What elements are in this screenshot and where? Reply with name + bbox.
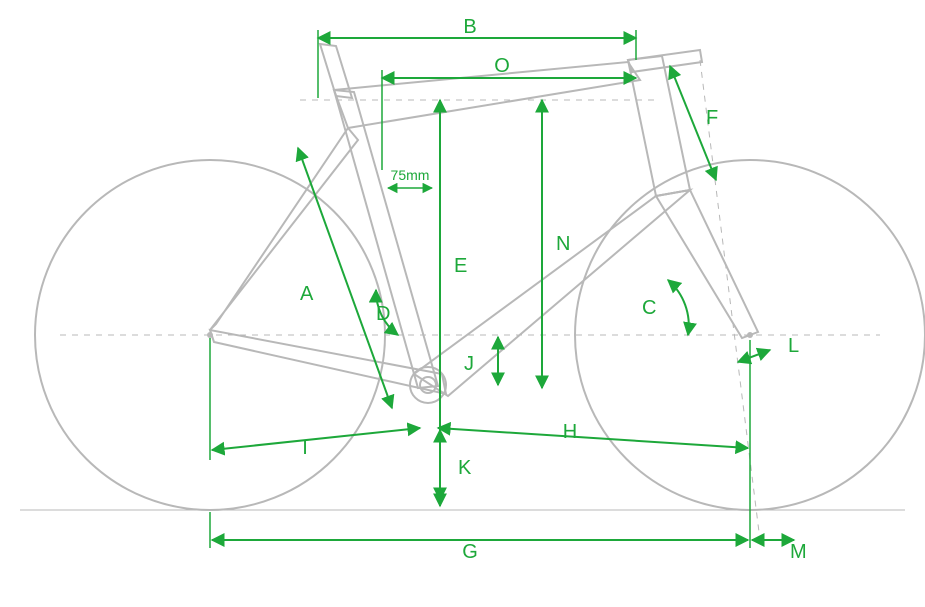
label-J: J	[464, 353, 474, 375]
label-M: M	[790, 541, 807, 563]
label-E: E	[454, 255, 467, 277]
label-G: G	[462, 541, 478, 563]
label-F: F	[706, 107, 718, 129]
label-N: N	[556, 233, 570, 255]
label-75mm: 75mm	[391, 167, 430, 183]
dim-H	[438, 428, 748, 448]
dim-I	[212, 428, 420, 450]
label-D: D	[376, 303, 390, 325]
dim-C	[668, 280, 689, 335]
steering-axis	[700, 60, 760, 540]
label-H: H	[563, 421, 577, 443]
dim-L	[738, 350, 770, 362]
bike-geometry-diagram: B O F A 75mm E N J K I H G M L D C	[0, 0, 925, 607]
dim-A	[298, 148, 392, 408]
label-C: C	[642, 297, 656, 319]
label-A: A	[300, 283, 314, 305]
label-B: B	[463, 16, 476, 38]
label-I: I	[302, 437, 308, 459]
label-L: L	[788, 335, 799, 357]
frame-outline	[210, 44, 758, 396]
label-K: K	[458, 457, 472, 479]
label-O: O	[494, 55, 510, 77]
